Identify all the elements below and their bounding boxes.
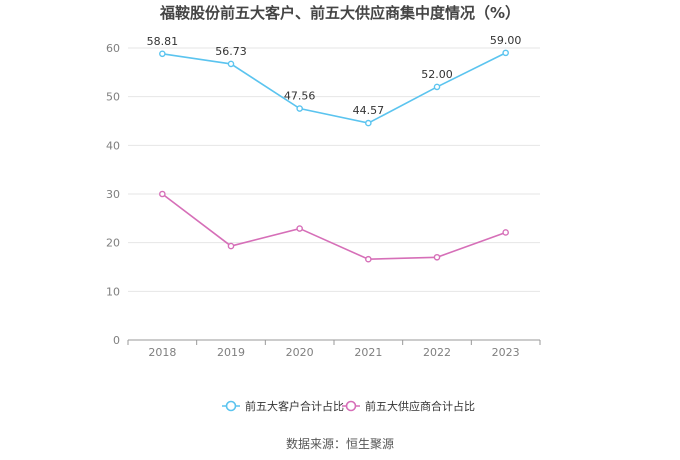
data-point: [433, 83, 441, 91]
y-tick-label: 10: [106, 285, 120, 298]
x-tick-label: 2019: [217, 346, 245, 359]
legend: 前五大客户合计占比 前五大供应商合计占比: [222, 399, 475, 413]
data-point: [296, 225, 303, 232]
data-point: [502, 229, 509, 236]
series-1: 58.81 56.73 47.56 44.57 52.00 59.00: [147, 34, 522, 127]
data-point: [296, 105, 303, 112]
y-tick-label: 60: [106, 42, 120, 55]
legend-item-2: 前五大供应商合计占比: [342, 399, 475, 413]
chart-title: 福鞍股份前五大客户、前五大供应商集中度情况（%）: [159, 4, 521, 22]
y-tick-label: 50: [106, 91, 120, 104]
legend-label: 前五大供应商合计占比: [365, 399, 475, 413]
x-tick-label: 2020: [286, 346, 314, 359]
x-tick-label: 2021: [354, 346, 382, 359]
y-tick-label: 0: [113, 334, 120, 347]
series-line: [162, 52, 507, 124]
axes: 0 10 20 30 40 50 60 2018 2019 2020 2021 2022 2023: [106, 42, 541, 359]
data-point: [159, 50, 166, 58]
legend-marker: [225, 400, 237, 412]
y-tick-label: 20: [106, 237, 120, 250]
data-label: 52.00: [421, 68, 453, 81]
data-point: [433, 253, 441, 261]
x-tick-label: 2023: [492, 346, 520, 359]
legend-label: 前五大客户合计占比: [245, 399, 344, 413]
data-point: [227, 60, 235, 68]
grid: [128, 47, 540, 292]
data-source: 数据来源：恒生聚源: [285, 437, 394, 451]
data-label: 58.81: [147, 35, 179, 48]
data-point: [227, 242, 235, 250]
data-label: 44.57: [353, 104, 385, 117]
data-point: [365, 255, 372, 263]
series-layer: 58.81 56.73 47.56 44.57 52.00 59.00: [147, 34, 522, 263]
series-2: [159, 190, 509, 263]
data-point: [365, 119, 372, 127]
legend-item-1: 前五大客户合计占比: [222, 399, 344, 413]
y-tick-label: 40: [106, 139, 120, 152]
data-label: 56.73: [215, 45, 247, 58]
data-point: [502, 49, 509, 57]
data-point: [159, 190, 166, 198]
x-tick-label: 2022: [423, 346, 451, 359]
data-label: 47.56: [284, 90, 316, 103]
y-tick-label: 30: [106, 188, 120, 201]
data-label: 59.00: [490, 34, 522, 47]
legend-marker: [345, 400, 357, 412]
series-line: [161, 193, 506, 261]
x-tick-label: 2018: [148, 346, 176, 359]
